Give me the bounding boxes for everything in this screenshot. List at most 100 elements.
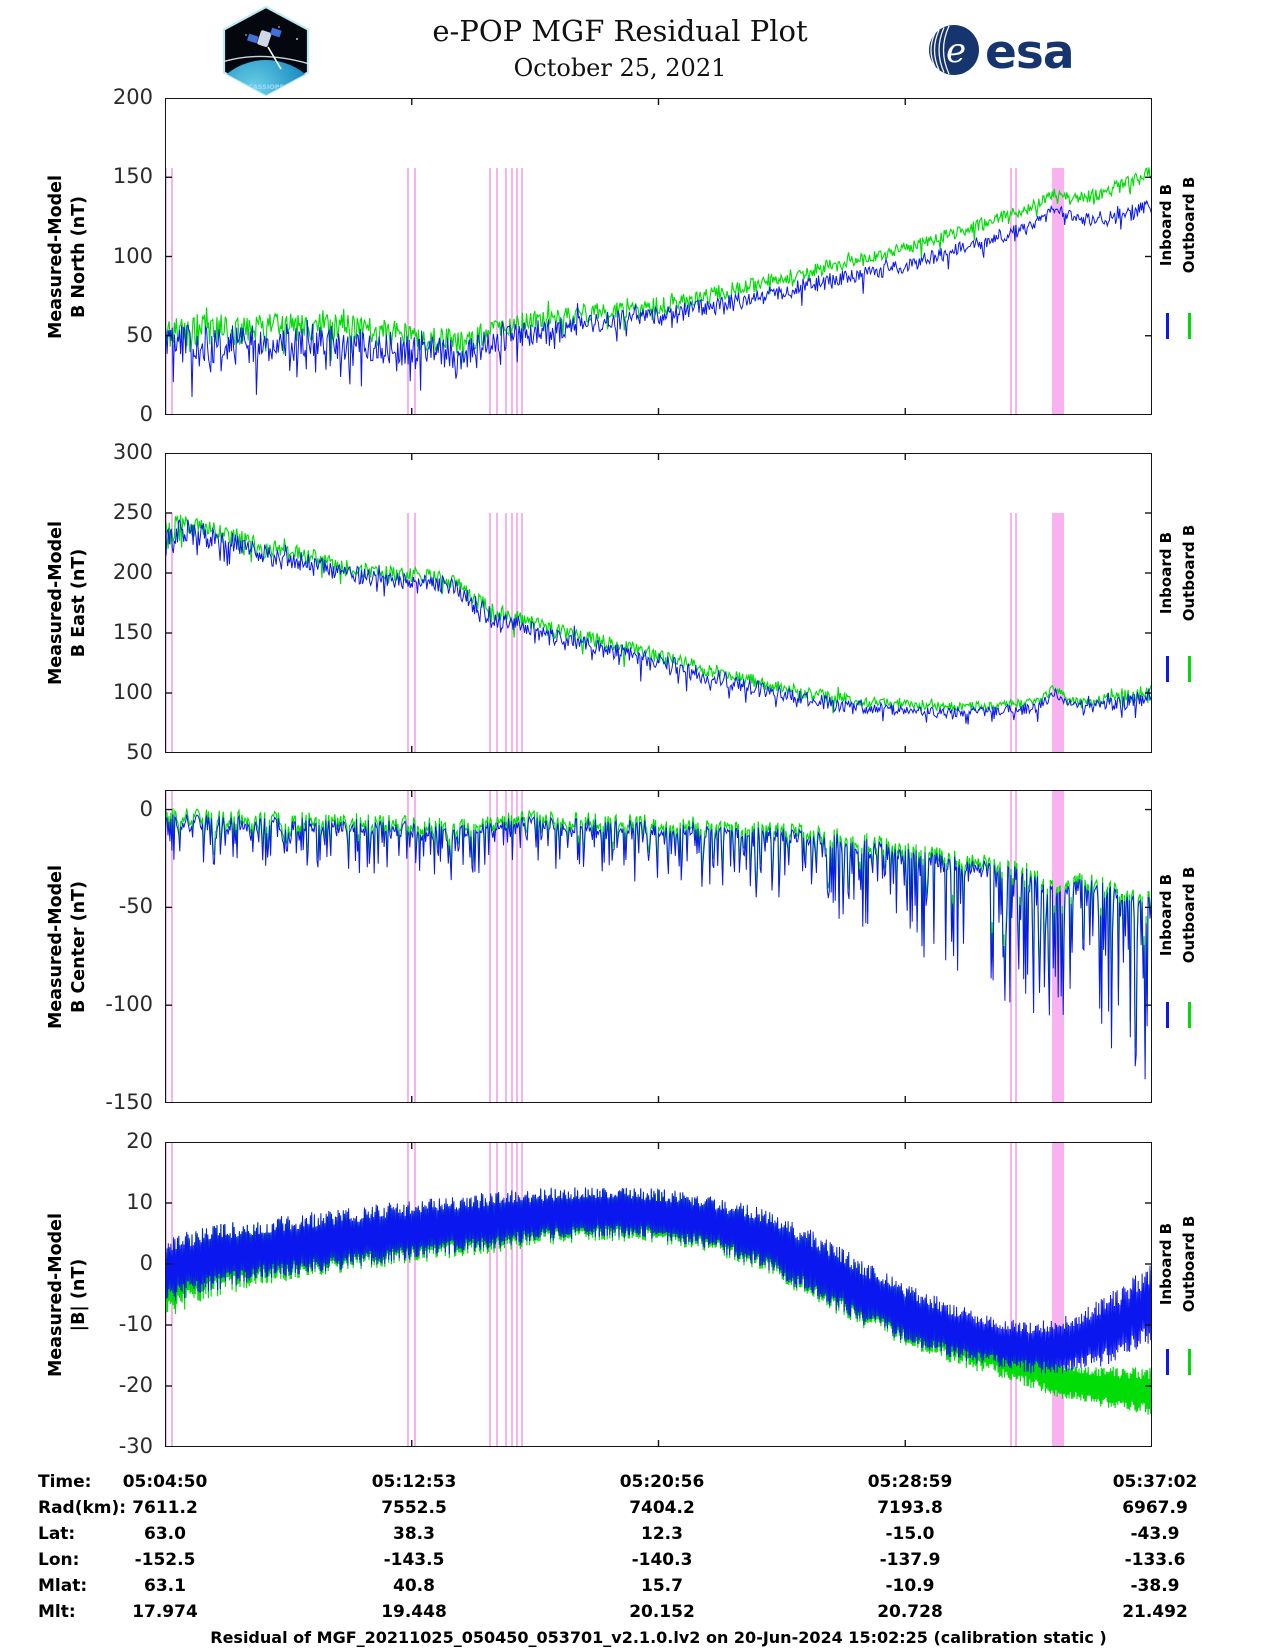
event-band bbox=[510, 167, 514, 415]
event-band bbox=[164, 167, 168, 415]
legend-inboard-line-sample bbox=[1166, 313, 1169, 340]
legend-outboard-line-sample bbox=[1188, 1348, 1191, 1375]
event-band bbox=[495, 167, 499, 415]
outboard-trace bbox=[165, 514, 1152, 714]
table-cell: 05:37:02 bbox=[1112, 1472, 1198, 1492]
y-tick-label: -30 bbox=[118, 1434, 153, 1458]
y-tick-label: 300 bbox=[112, 440, 153, 464]
y-tick-label: 10 bbox=[126, 1190, 153, 1214]
table-cell: 20.152 bbox=[629, 1602, 695, 1622]
table-cell: -38.9 bbox=[1130, 1576, 1180, 1596]
outboard-trace bbox=[165, 1188, 1152, 1415]
y-axis-label-b-center: Measured-Model B Center (nT) bbox=[46, 864, 89, 1029]
event-band bbox=[515, 167, 519, 415]
table-cell: 7611.2 bbox=[132, 1498, 198, 1518]
table-cell: 05:04:50 bbox=[122, 1472, 208, 1492]
table-cell: -143.5 bbox=[383, 1550, 445, 1570]
inboard-trace bbox=[165, 1187, 1152, 1374]
inboard-trace bbox=[165, 814, 1152, 1080]
page-title: e-POP MGF Residual Plot bbox=[432, 14, 808, 48]
table-cell: -152.5 bbox=[134, 1550, 196, 1570]
y-tick-label: 50 bbox=[126, 740, 153, 764]
y-tick-label: -10 bbox=[118, 1312, 153, 1336]
table-cell: -140.3 bbox=[631, 1550, 693, 1570]
legend-labels: Inboard B Outboard B bbox=[1157, 524, 1198, 622]
table-row-label: Time: bbox=[38, 1472, 92, 1492]
event-band bbox=[510, 1142, 514, 1447]
footer-filename-caption: Residual of MGF_20211025_050450_053701_v… bbox=[210, 1628, 1107, 1647]
table-row-label: Lat: bbox=[38, 1524, 76, 1544]
event-band bbox=[170, 790, 173, 1103]
panel-b-magnitude-traces bbox=[165, 1142, 1152, 1447]
event-band bbox=[1014, 790, 1018, 1103]
table-cell: 6967.9 bbox=[1122, 1498, 1188, 1518]
event-band bbox=[515, 790, 519, 1103]
inboard-trace bbox=[165, 519, 1152, 725]
table-cell: 20.728 bbox=[877, 1602, 943, 1622]
inboard-trace bbox=[165, 199, 1152, 398]
event-band bbox=[1009, 513, 1013, 753]
esa-globe-e: e bbox=[946, 31, 966, 71]
legend-inboard-line-sample bbox=[1166, 656, 1169, 682]
legend-outboard-line-sample bbox=[1188, 656, 1191, 682]
y-tick-label: 200 bbox=[112, 560, 153, 584]
table-cell: 7193.8 bbox=[877, 1498, 943, 1518]
table-cell: 05:20:56 bbox=[619, 1472, 705, 1492]
event-band bbox=[1014, 513, 1018, 753]
event-band bbox=[1014, 1142, 1018, 1447]
event-band bbox=[413, 1142, 417, 1447]
y-axis-label-b-magnitude: Measured-Model |B| (nT) bbox=[46, 1212, 89, 1377]
event-band bbox=[1009, 1142, 1013, 1447]
table-cell: 15.7 bbox=[641, 1576, 683, 1596]
event-band bbox=[520, 513, 524, 753]
event-band bbox=[504, 1142, 508, 1447]
y-axis-label-b-north: Measured-Model B North (nT) bbox=[46, 174, 89, 339]
y-tick-label: 0 bbox=[139, 1251, 153, 1275]
y-tick-label: 100 bbox=[112, 680, 153, 704]
event-band bbox=[488, 790, 491, 1103]
y-tick-label: -50 bbox=[118, 894, 153, 919]
event-band bbox=[504, 513, 508, 753]
chart-title-block: e-POP MGF Residual Plot October 25, 2021 bbox=[250, 14, 990, 82]
table-cell: 05:28:59 bbox=[867, 1472, 953, 1492]
y-tick-label: 0 bbox=[139, 402, 153, 426]
legend-outboard-line-sample bbox=[1188, 313, 1191, 340]
table-cell: -43.9 bbox=[1130, 1524, 1180, 1544]
panel-b-east-traces bbox=[165, 453, 1152, 753]
table-cell: -15.0 bbox=[885, 1524, 935, 1544]
y-axis-label-b-east: Measured-Model B East (nT) bbox=[46, 520, 89, 686]
y-tick-label: 150 bbox=[112, 164, 153, 189]
table-cell: -10.9 bbox=[885, 1576, 935, 1596]
legend-labels: Inboard B Outboard B bbox=[1157, 1215, 1198, 1313]
event-band bbox=[520, 167, 524, 415]
event-band bbox=[406, 167, 410, 415]
table-cell: 21.492 bbox=[1122, 1602, 1188, 1622]
table-cell: 40.8 bbox=[393, 1576, 435, 1596]
event-band bbox=[413, 790, 417, 1103]
event-band bbox=[406, 513, 410, 753]
y-tick-label: 20 bbox=[126, 1129, 153, 1153]
table-cell: 05:12:53 bbox=[371, 1472, 457, 1492]
event-band bbox=[495, 513, 499, 753]
esa-logo: e esa bbox=[929, 25, 1075, 80]
table-cell: 7404.2 bbox=[629, 1498, 695, 1518]
table-cell: -137.9 bbox=[879, 1550, 941, 1570]
panel-b-north-traces bbox=[165, 98, 1152, 415]
event-band bbox=[515, 1142, 519, 1447]
y-tick-label: 0 bbox=[139, 796, 153, 821]
legend-outboard-line-sample bbox=[1188, 1002, 1191, 1029]
event-band bbox=[504, 790, 508, 1103]
event-band bbox=[164, 790, 168, 1103]
event-band bbox=[413, 167, 417, 415]
event-band bbox=[488, 513, 491, 753]
table-cell: 63.0 bbox=[144, 1524, 186, 1544]
page-subtitle: October 25, 2021 bbox=[513, 54, 727, 82]
event-band bbox=[1009, 790, 1013, 1103]
event-band bbox=[170, 167, 173, 415]
event-band bbox=[495, 790, 499, 1103]
table-cell: 38.3 bbox=[393, 1524, 435, 1544]
y-tick-label: -150 bbox=[105, 1090, 153, 1114]
y-tick-label: -100 bbox=[105, 992, 153, 1017]
event-band bbox=[510, 513, 514, 753]
table-cell: 17.974 bbox=[132, 1602, 198, 1622]
